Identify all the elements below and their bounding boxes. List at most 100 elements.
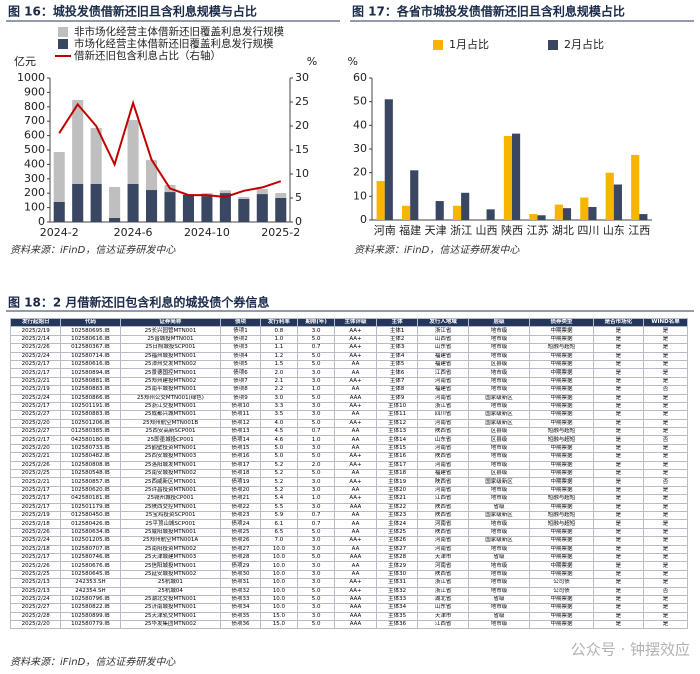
cell: 25杭城01 [119, 578, 222, 588]
row: 2025/2/14 102580616.IB 25晋城投MTN001 债项2 1.0 5.… [9, 334, 688, 345]
cell: 主体8 [375, 385, 419, 395]
cell: 短融与超短 [529, 510, 594, 521]
cell: 3.0 [296, 443, 336, 454]
cell: 是 [592, 510, 645, 521]
x-tick-label: 陕西 [501, 223, 523, 237]
cell: AAA [334, 594, 377, 605]
cell: 区县级 [467, 359, 531, 370]
cell: 0.7 [296, 510, 336, 521]
cell: 242354.SH [60, 586, 121, 596]
cell: 主体25 [375, 527, 419, 538]
cell: 10.0 [259, 569, 298, 580]
cell: 102580899.IB [60, 611, 121, 622]
cell: 2025/2/24 [9, 536, 62, 546]
cell: 2025/2/19 [9, 326, 62, 336]
cell: 中期票据 [529, 452, 594, 462]
cell: 是 [643, 368, 688, 378]
cell: 25日照城投SCP001 [119, 343, 222, 353]
chart-title: 图 16：城投发债借新还旧且含利息规模与占比 [8, 4, 257, 19]
cell: 主体35 [375, 611, 419, 622]
cell: 10.0 [259, 544, 298, 554]
cell: 主体36 [375, 620, 419, 630]
cell: 山东省 [417, 435, 469, 445]
bar [90, 127, 102, 184]
cell: 1.0 [259, 334, 298, 345]
cell: 3.0 [296, 561, 336, 571]
x-tick-label: 2024-2 [40, 226, 79, 239]
cell: 中期票据 [529, 603, 594, 613]
legend-swatch [433, 40, 443, 50]
cell: 主体34 [375, 603, 419, 613]
cell: 中期票据 [529, 611, 594, 622]
cell: 债项2 [220, 334, 261, 345]
cell: 3.0 [296, 544, 336, 554]
cell: AA+ [334, 418, 377, 429]
cell: 25南安城投MTN002 [119, 469, 222, 479]
cell: 是 [643, 452, 688, 462]
cell: 是 [592, 519, 645, 529]
cell: 102501179.IB [60, 502, 121, 513]
x-tick-label: 四川 [577, 224, 599, 237]
bar [613, 184, 622, 220]
cell: 25郑州航空MTN001B [119, 418, 222, 429]
row: 2025/2/20 102580779.IB 25华发集团MTN002 债项36 15.… [9, 620, 688, 630]
cell: 3.0 [296, 536, 336, 546]
row: 2025/2/24 102580866.IB 25郑州公交MTN001(绿色) 债项9… [9, 393, 688, 403]
cell: 102580881.IB [60, 376, 121, 387]
bar [435, 201, 444, 220]
cell: 1.1 [259, 343, 298, 353]
cell: 地市级 [467, 603, 531, 613]
cell: 中期票据 [529, 460, 594, 471]
cell: 5.5 [259, 502, 298, 513]
cell: 中期票据 [529, 594, 594, 605]
cell: 25郑州建投MTN002 [119, 376, 222, 387]
cell: 主体5 [375, 359, 419, 370]
cell: 地市级 [467, 586, 531, 596]
cell: AAA [334, 552, 377, 563]
cell: 3.0 [259, 393, 298, 403]
y2-axis-unit: % [307, 55, 317, 68]
cell: 主体26 [375, 536, 419, 546]
cell: 国家级新区 [467, 418, 531, 429]
cell: 债项8 [220, 385, 261, 395]
header-cell: 是否市场化 [592, 317, 645, 328]
y2-tick-label: 5 [295, 191, 302, 204]
cell: AA+ [334, 376, 377, 387]
cell: 债项14 [220, 435, 261, 445]
row: 2025/2/26 102580676.IB 25信阳城投MTN001 债项29 10.… [9, 561, 688, 571]
row: 2025/2/20 102501206.IB 25郑州航空MTN001B 债项12 4.… [9, 418, 688, 429]
cell: 102580634.IB [60, 527, 121, 538]
y-tick-label: 60 [353, 71, 367, 84]
cell: 是 [592, 502, 645, 513]
row: 2025/2/17 042580180.IB 25即墨城投CP001 债项14 4.6 1… [9, 435, 688, 445]
cell: 15.0 [259, 620, 298, 630]
cell: AA+ [334, 494, 377, 504]
cell: 否 [643, 586, 688, 596]
cell: 债项18 [220, 469, 261, 479]
header-cell: 发行起始日 [9, 317, 62, 328]
cell: 是 [643, 544, 688, 554]
cell: 地市级 [467, 561, 531, 571]
cell: AA [334, 410, 377, 420]
cell: AA+ [334, 578, 377, 588]
cell: 5.2 [259, 477, 298, 487]
cell: 中期票据 [529, 393, 594, 403]
cell: AA+ [334, 460, 377, 471]
cell: 主体17 [375, 460, 419, 471]
cell: 主体7 [375, 376, 419, 387]
cell: 债项23 [220, 510, 261, 521]
bar [562, 208, 572, 220]
cell: 0.7 [296, 519, 336, 529]
y-tick-label: 30 [353, 142, 367, 155]
cell: 中期票据 [529, 326, 594, 336]
cell: 是 [592, 527, 645, 538]
cell: 是 [643, 569, 688, 580]
cell: 102580857.IB [60, 477, 121, 487]
cell: 2025/2/17 [9, 359, 62, 370]
cell: 2025/2/17 [9, 368, 62, 378]
cell: 是 [643, 536, 688, 546]
cell: 4.6 [259, 435, 298, 445]
cell: 主体9 [375, 393, 419, 403]
cell: 2025/2/21 [9, 477, 62, 487]
cell: 债项24 [220, 519, 261, 529]
